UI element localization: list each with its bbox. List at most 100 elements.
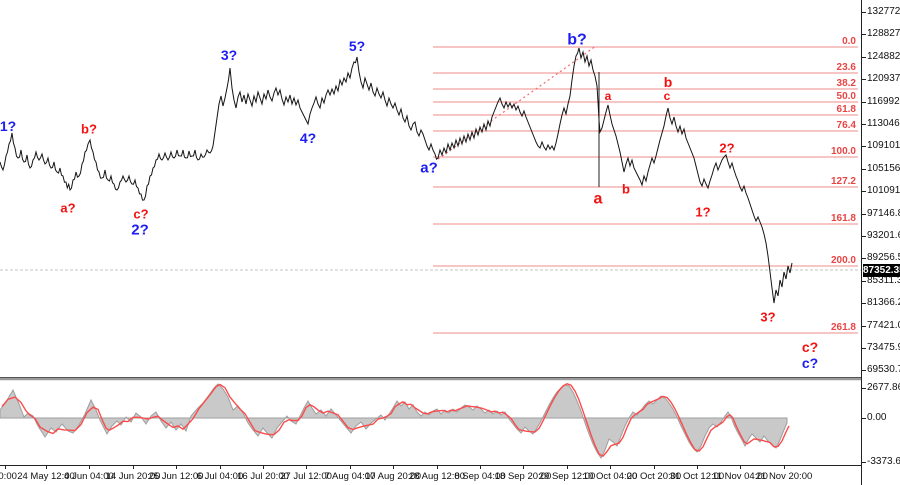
price-axis-label: 105156.66: [867, 162, 900, 174]
date-tick: [176, 466, 177, 469]
price-axis-label: 73475.91: [867, 342, 900, 353]
main-chart-panel[interactable]: 0.0 23.6 38.2 50.0 61.8 76.4 100.0 127.2 161.8 20…: [0, 0, 861, 377]
price-axis-tick: [862, 34, 866, 36]
fib-level-label: 261.8: [831, 322, 856, 333]
price-axis-label: 69530.76: [867, 364, 900, 376]
date-label: 16 Jul 20:00: [237, 471, 289, 482]
date-label: 10 Oct 04:00: [582, 471, 638, 482]
price-axis[interactable]: 87352.35 132772.71 128827.56 124882.41 1209…: [861, 0, 900, 485]
date-tick: [523, 466, 524, 469]
wave-label: a: [594, 191, 603, 208]
current-price-tag: 87352.35: [863, 264, 900, 277]
price-axis-tick: [862, 56, 866, 58]
price-axis-label: 97146.81: [867, 207, 900, 219]
wave-label: 1?: [695, 205, 710, 220]
price-axis-tick: [862, 236, 866, 237]
price-axis-tick: [862, 79, 866, 81]
date-label: 28 Aug 12:00: [409, 471, 465, 482]
date-tick: [306, 466, 307, 469]
date-tick: [784, 466, 785, 469]
price-axis-tick: [862, 124, 866, 125]
oscillator-histogram: [0, 383, 788, 459]
date-tick: [393, 466, 394, 469]
fib-level-label: 23.6: [837, 62, 857, 73]
price-axis-tick: [862, 303, 866, 305]
fib-level-label: 0.0: [842, 36, 856, 47]
wave-label: a?: [60, 201, 75, 216]
date-label: 27 Jul 12:00: [280, 471, 332, 482]
wave-label: 2?: [719, 141, 734, 156]
price-axis-label: 85311.36: [867, 274, 900, 286]
price-axis-label: 109101.81: [867, 140, 900, 152]
indicator-axis-label: 0.00: [867, 412, 887, 423]
date-label: 8 Sep 04:00: [454, 471, 506, 482]
date-tick: [697, 466, 698, 469]
indicator-axis-tick: [862, 462, 866, 463]
date-label: 31 Oct 12:00: [669, 471, 725, 482]
date-label: 20:00: [0, 471, 17, 482]
indicator-axis-tick: [862, 418, 866, 419]
oscillator-signal-line: [1, 383, 790, 457]
price-axis-label: 120937.26: [867, 73, 900, 85]
price-axis-label: 124882.41: [867, 50, 900, 62]
date-label: 18 Sep 20:00: [494, 471, 552, 482]
wave-label: c?: [133, 207, 148, 222]
price-axis-label: 89256.51: [867, 252, 900, 264]
price-axis-tick: [862, 168, 866, 170]
price-axis-label: 113046.96: [867, 118, 900, 129]
price-line: [0, 47, 793, 304]
price-axis-label: 77421.06: [867, 319, 900, 331]
date-tick: [437, 466, 438, 469]
fib-level-label: 76.4: [837, 120, 857, 131]
price-axis-label: 93201.66: [867, 230, 900, 241]
fib-level-label: 50.0: [837, 91, 857, 102]
wave-label: c?: [802, 339, 818, 355]
price-axis-tick: [862, 280, 866, 282]
price-axis-label: 132772.71: [867, 6, 900, 17]
date-tick: [89, 466, 90, 469]
price-axis-tick: [862, 325, 866, 327]
date-tick: [610, 466, 611, 469]
price-axis-tick: [862, 348, 866, 349]
indicator-axis-label: -3373.613: [867, 456, 900, 467]
price-axis-tick: [862, 370, 866, 372]
price-axis-label: 81366.21: [867, 297, 900, 309]
wave-label: 2?: [131, 221, 149, 238]
date-label: 29 Sep 12:00: [538, 471, 596, 482]
fib-level-label: 38.2: [837, 78, 857, 89]
wave-label: 3?: [760, 310, 775, 325]
price-axis-tick: [862, 213, 866, 215]
date-tick: [740, 466, 741, 469]
date-label: 24 May 12:00: [17, 471, 75, 482]
indicator-axis-tick: [862, 388, 866, 389]
price-axis-tick: [862, 146, 866, 148]
fib-base-trendline[interactable]: [437, 45, 597, 160]
date-tick: [350, 466, 351, 469]
price-axis-tick: [862, 191, 866, 193]
date-label: 20 Oct 20:00: [626, 471, 682, 482]
date-tick: [567, 466, 568, 469]
price-axis-tick: [862, 12, 866, 13]
date-label: 25 Jun 12:00: [148, 471, 204, 482]
wave-label: b?: [81, 122, 97, 137]
fib-level-label: 161.8: [831, 213, 856, 224]
fib-level-label: 200.0: [831, 255, 856, 266]
date-label: 14 Jun 20:00: [105, 471, 161, 482]
wave-label: c: [664, 89, 671, 103]
price-axis-label: 128827.56: [867, 28, 900, 40]
wave-label: c?: [802, 355, 818, 371]
date-tick: [46, 466, 47, 469]
indicator-axis-label: 2677.868: [867, 382, 900, 393]
wave-label: 3?: [221, 47, 237, 63]
wave-label: 1?: [0, 118, 16, 134]
price-axis-label: 101091.96: [867, 185, 900, 197]
date-tick: [263, 466, 264, 469]
date-label: 7 Aug 04:00: [324, 471, 376, 482]
date-tick: [220, 466, 221, 469]
indicator-panel[interactable]: [0, 381, 861, 465]
panel-separator[interactable]: [0, 377, 900, 381]
wave-label: b?: [567, 32, 587, 49]
fib-level-label: 100.0: [831, 146, 856, 157]
